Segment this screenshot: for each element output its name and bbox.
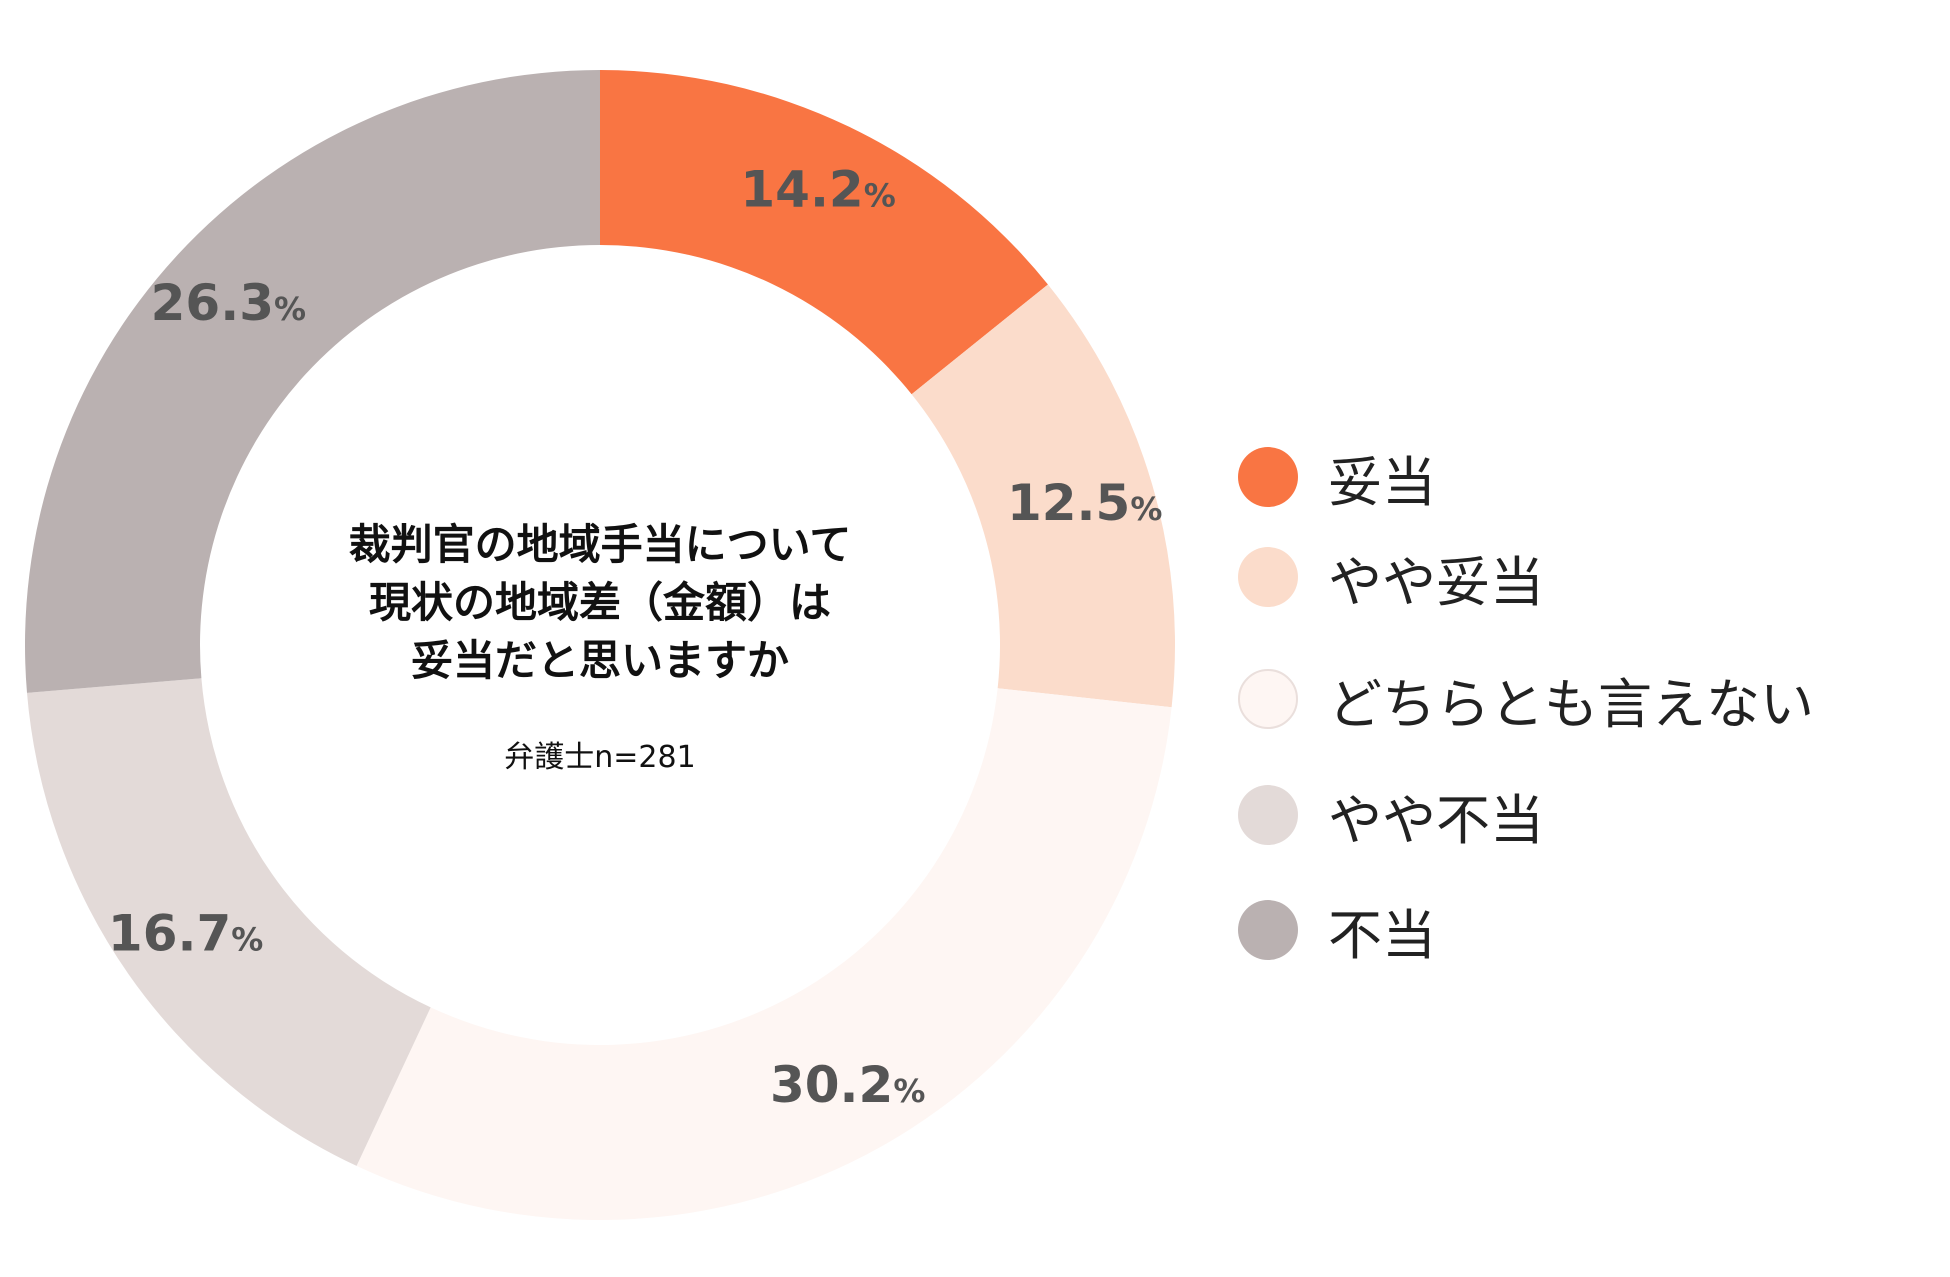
- legend-label: 不当: [1328, 903, 1436, 967]
- donut-slice: [911, 284, 1176, 708]
- chart-center-subtitle: 弁護士n=281: [504, 740, 696, 775]
- slice-value-label: 26.3%: [151, 274, 306, 332]
- donut-value-labels: 14.2% 12.5% 30.2% 16.7% 26.3%: [108, 161, 1162, 1115]
- donut-slice: [26, 678, 431, 1166]
- legend-label: どちらとも言えない: [1328, 672, 1814, 736]
- donut-slice: [600, 70, 1048, 395]
- donut-slices: [25, 70, 1176, 1221]
- legend-label: 妥当: [1328, 450, 1436, 514]
- donut-slice: [25, 70, 600, 693]
- legend-swatch: [1238, 447, 1298, 507]
- donut-slice: [356, 688, 1172, 1221]
- chart-center-title: 裁判官の地域手当について 現状の地域差（金額）は 妥当だと思いますか: [348, 520, 852, 685]
- slice-value-label: 30.2%: [770, 1056, 925, 1114]
- legend-item: やや妥当: [1238, 545, 1544, 614]
- legend-swatch: [1238, 785, 1298, 845]
- slice-value-label: 16.7%: [108, 905, 263, 963]
- legend-label: やや不当: [1328, 788, 1544, 852]
- legend-item: 妥当: [1238, 445, 1436, 514]
- legend-item: どちらとも言えない: [1238, 667, 1814, 736]
- legend-label: やや妥当: [1328, 550, 1544, 614]
- legend-item: 不当: [1238, 898, 1436, 967]
- legend-swatch: [1238, 547, 1298, 607]
- legend-item: やや不当: [1238, 783, 1544, 852]
- slice-value-label: 12.5%: [1007, 474, 1162, 532]
- legend-swatch: [1238, 900, 1298, 960]
- chart-legend: 妥当やや妥当どちらとも言えない やや不当不当: [1238, 0, 1938, 1277]
- legend-swatch: [1238, 669, 1298, 729]
- slice-value-label: 14.2%: [740, 161, 895, 219]
